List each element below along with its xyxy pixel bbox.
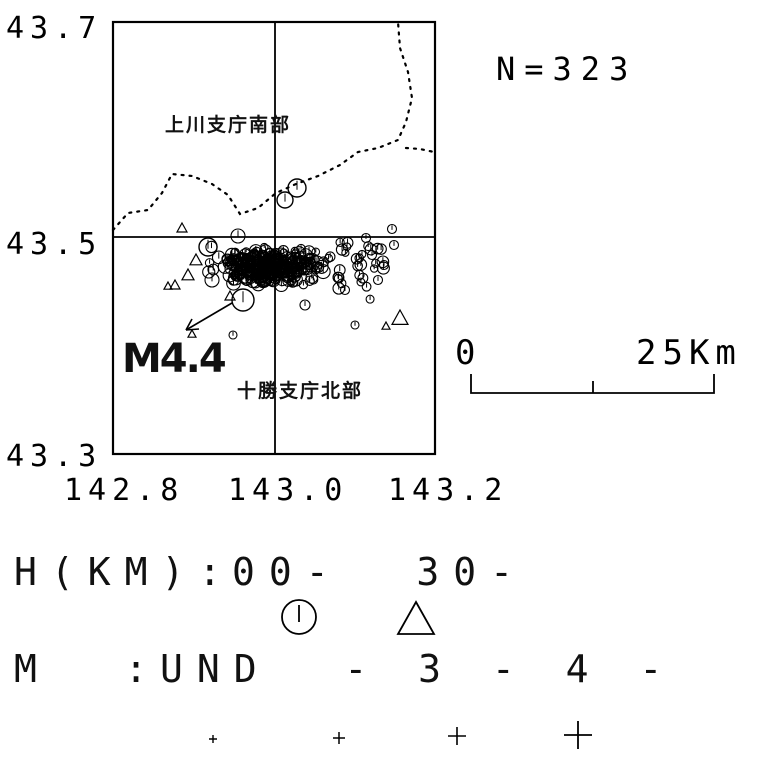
m44-label: M4.4 <box>122 336 225 382</box>
lat-label-top: 43.7 <box>6 11 102 46</box>
epicenter-marker <box>204 258 215 268</box>
epicenter-marker <box>388 239 400 251</box>
epicenter-marker <box>266 261 279 274</box>
epicenter-marker <box>354 253 364 263</box>
epicenter-marker <box>360 232 372 244</box>
m44-arrow-head <box>185 318 200 331</box>
depth-legend-values: 00- 30- <box>232 550 527 594</box>
epicenter-marker <box>365 294 375 304</box>
depth-30-plus-symbol <box>396 600 436 635</box>
epicenter-marker <box>230 228 246 244</box>
lat-label-bottom: 43.3 <box>6 439 102 474</box>
epicenter-marker <box>228 330 238 340</box>
epicenter-marker <box>287 178 307 198</box>
epicenter-marker <box>354 258 368 271</box>
epicenter-marker <box>350 320 360 330</box>
epicenter-marker <box>357 272 369 284</box>
epicenter-marker <box>302 245 316 259</box>
epicenter-markers <box>162 178 410 340</box>
epicenter-deep-marker <box>188 252 204 266</box>
epicenter-marker <box>333 264 346 276</box>
scale-start-label: 0 <box>455 333 475 373</box>
epicenter-deep-marker <box>380 320 392 330</box>
epicenter-marker <box>371 242 384 255</box>
depth-0-30-symbol <box>281 599 317 635</box>
epicenter-marker <box>291 267 301 277</box>
epicenter-marker <box>372 274 384 286</box>
epicenter-marker <box>266 252 278 264</box>
epicenter-marker <box>366 249 378 261</box>
magnitude-legend-label: M : <box>14 647 162 691</box>
epicenter-deep-marker <box>390 308 410 325</box>
map-frame <box>111 20 437 456</box>
epicenter-marker <box>304 275 315 286</box>
lon-label-143-2: 143.2 <box>388 473 508 508</box>
epicenter-deep-marker <box>175 221 189 233</box>
epicenter-marker <box>311 261 323 273</box>
scale-end-label: 25Km <box>636 333 742 373</box>
epicenter-marker <box>248 249 259 260</box>
epicenter-marker <box>276 191 294 209</box>
epicenter-marker <box>259 270 268 280</box>
epicenter-marker <box>278 268 289 279</box>
epicenter-marker <box>332 271 345 284</box>
epicenter-deep-marker <box>223 289 237 301</box>
epicenter-marker <box>371 258 381 268</box>
epicenter-marker <box>299 299 311 311</box>
epicenter-marker <box>240 263 255 277</box>
event-count-label: N=323 <box>496 50 637 88</box>
epicenter-deep-marker <box>162 280 174 290</box>
epicenter-deep-marker <box>223 255 237 267</box>
epicenter-marker <box>332 282 346 295</box>
epicenter-marker <box>211 250 226 265</box>
magnitude-legend-values: UND - 3 - 4 - <box>160 647 676 691</box>
epicenter-marker <box>302 258 314 270</box>
epicenter-marker <box>386 223 398 235</box>
lon-label-143-0: 143.0 <box>228 473 348 508</box>
epicenter-marker <box>378 259 390 271</box>
epicenter-marker <box>352 260 363 272</box>
epicenter-marker <box>198 237 218 257</box>
epicenter-marker <box>324 251 336 263</box>
epicenter-marker <box>339 284 351 296</box>
epicenter-deep-marker <box>180 267 196 281</box>
epicenter-deep-marker <box>186 328 198 338</box>
magnitude-scale-symbols <box>209 721 592 749</box>
epicenter-marker <box>323 253 334 263</box>
epicenter-marker <box>282 258 294 270</box>
region-south-label: 十勝支庁北部 <box>237 379 363 402</box>
epicenter-marker <box>296 243 306 254</box>
lat-label-mid: 43.5 <box>6 227 102 262</box>
epicenter-marker <box>204 272 220 288</box>
scale-bar <box>470 374 715 394</box>
dotted-boundary <box>111 20 436 232</box>
depth-legend-label: H(KM): <box>14 550 235 594</box>
epicenter-marker <box>335 243 349 256</box>
epicenter-marker <box>335 237 345 248</box>
epicenter-marker <box>311 247 321 257</box>
lon-label-142-8: 142.8 <box>64 473 184 508</box>
epicenter-marker <box>369 264 379 273</box>
epicenter-deep-marker <box>168 278 182 290</box>
region-north-label: 上川支庁南部 <box>165 113 291 136</box>
epicenter-marker <box>298 279 309 290</box>
m44-arrow-shaft <box>185 302 233 331</box>
epicenter-marker <box>361 281 372 292</box>
